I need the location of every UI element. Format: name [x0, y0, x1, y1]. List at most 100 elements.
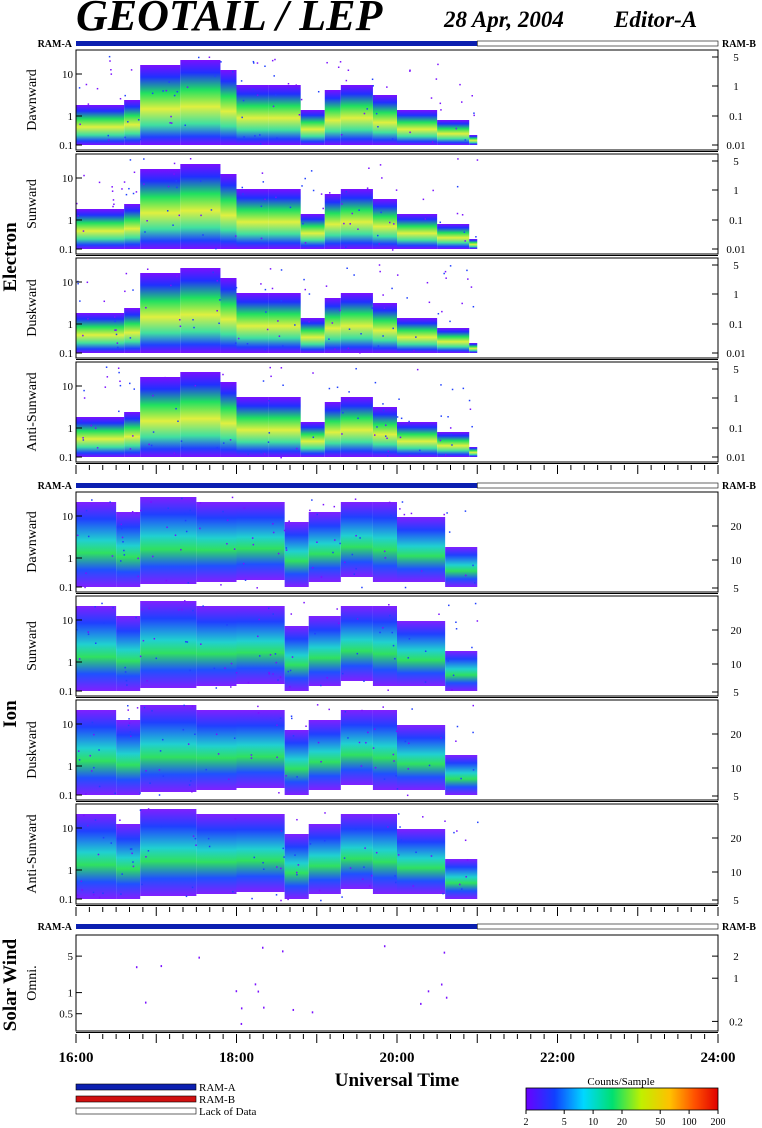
spectrogram-pixel — [242, 193, 244, 195]
spectrogram-pixel — [451, 388, 454, 391]
spectrogram-pixel — [474, 602, 477, 605]
spectrogram-pixel — [375, 112, 378, 115]
spectrogram-pixel — [93, 766, 95, 769]
spectrogram-pixel — [187, 582, 190, 584]
spectrogram-pixel — [127, 121, 129, 123]
spectrogram-pixel — [184, 600, 186, 602]
spectrogram-pixel — [192, 609, 194, 612]
spectrogram-pixel — [266, 328, 269, 331]
spectrogram-pixel — [398, 398, 400, 400]
left-tick-label: 10 — [62, 173, 74, 185]
spectrogram-pixel — [243, 136, 245, 138]
spectrogram-pixel — [279, 717, 282, 719]
spectrogram-pixel — [84, 586, 86, 589]
spectrogram-pixel — [232, 890, 234, 893]
spectrogram-pixel — [379, 164, 382, 166]
spectrogram-pixel — [119, 380, 121, 383]
spectrogram-pixel — [207, 837, 210, 840]
spectrogram-pixel — [366, 108, 368, 110]
spectrogram-pixel — [409, 69, 411, 72]
spectrogram-pixel — [132, 865, 135, 868]
spectrogram-pixel — [351, 553, 354, 556]
spectrogram-pixel — [85, 793, 87, 795]
spectrogram-pixel — [174, 534, 177, 536]
spectrogram-segment — [397, 725, 446, 790]
spectrogram-pixel — [150, 444, 153, 447]
x-axis-label: Universal Time — [335, 1070, 459, 1091]
legend-label-lack-of-data: Lack of Data — [199, 1106, 257, 1118]
spectrogram-segment — [140, 169, 181, 249]
spectrogram-pixel — [456, 212, 459, 215]
spectrogram-pixel — [177, 420, 179, 423]
spectrogram-pixel — [361, 586, 363, 589]
spectrogram-pixel — [457, 158, 459, 160]
spectrogram-pixel — [336, 608, 338, 610]
spectrogram-pixel — [420, 1002, 422, 1005]
spectrogram-pixel — [314, 632, 316, 635]
spectrogram-segment — [76, 209, 125, 249]
spectrogram-pixel — [455, 127, 458, 130]
ram-flag-bar — [76, 924, 478, 929]
panel-label: Dawnward — [25, 511, 40, 572]
spectrogram-pixel — [251, 897, 253, 900]
spectrogram-pixel — [394, 875, 396, 877]
spectrogram-pixel — [224, 667, 226, 669]
legend-ram-b: RAM-B — [75, 1094, 235, 1106]
spectrogram-pixel — [320, 576, 323, 578]
spectrogram-pixel — [444, 820, 446, 822]
spectrogram-pixel — [274, 58, 276, 61]
spectrogram-pixel — [424, 650, 427, 652]
right-tick-label: 5 — [733, 791, 739, 803]
chart-title: GEOTAIL / LEP — [76, 0, 384, 40]
spectrogram-segment — [180, 164, 221, 249]
ram-legend: RAM-A RAM-B Lack of Data — [75, 1082, 257, 1118]
spectrogram-pixel — [162, 90, 164, 92]
spectrogram-pixel — [449, 320, 451, 323]
spectrogram-pixel — [371, 78, 374, 81]
colorbar-gradient — [525, 1087, 719, 1111]
spectrogram-pixel — [177, 609, 180, 611]
spectrogram-pixel — [449, 265, 452, 267]
spectrogram-pixel — [311, 567, 314, 569]
left-tick-label: 5 — [68, 951, 74, 963]
spectrogram-segment — [76, 313, 125, 353]
spectrogram-pixel — [465, 876, 467, 878]
spectrogram-pixel — [118, 371, 120, 374]
spectrogram-pixel — [107, 139, 110, 141]
spectrogram-pixel — [456, 830, 458, 832]
spectrogram-pixel — [300, 98, 303, 101]
spectrogram-pixel — [292, 735, 295, 737]
spectrogram-pixel — [181, 608, 183, 611]
spectrogram-pixel — [202, 605, 204, 607]
spectrogram-pixel — [424, 681, 427, 683]
spectrogram-pixel — [162, 775, 165, 777]
spectrogram-pixel — [257, 990, 260, 993]
spectrogram-pixel — [296, 818, 298, 821]
spectrogram-pixel — [361, 709, 363, 712]
left-tick-label: 10 — [62, 823, 74, 835]
spectrogram-pixel — [476, 620, 479, 622]
right-tick-label: 10 — [731, 555, 743, 567]
right-tick-label: 0.1 — [729, 319, 743, 331]
x-tick-label: 20:00 — [380, 1050, 415, 1066]
spectrogram-pixel — [253, 856, 256, 859]
spectrogram-pixel — [87, 631, 90, 633]
spectrogram-pixel — [310, 170, 313, 172]
spectrogram-pixel — [119, 384, 122, 387]
spectrogram-segment — [308, 824, 341, 894]
spectrogram-pixel — [235, 342, 237, 344]
spectrogram-pixel — [129, 731, 132, 733]
colorbar-tick-label: 10 — [588, 1117, 598, 1128]
spectrogram-pixel — [214, 75, 216, 77]
spectrogram-pixel — [82, 439, 85, 441]
spectrogram-pixel — [212, 271, 214, 274]
spectrogram-segment — [116, 720, 141, 795]
spectrogram-pixel — [320, 760, 322, 763]
spectrogram-pixel — [464, 839, 467, 842]
spectrogram-pixel — [452, 674, 455, 677]
spectrogram-pixel — [464, 510, 467, 512]
spectrogram-pixel — [400, 417, 403, 420]
spectrogram-pixel — [325, 285, 328, 287]
spectrogram-pixel — [148, 607, 150, 610]
